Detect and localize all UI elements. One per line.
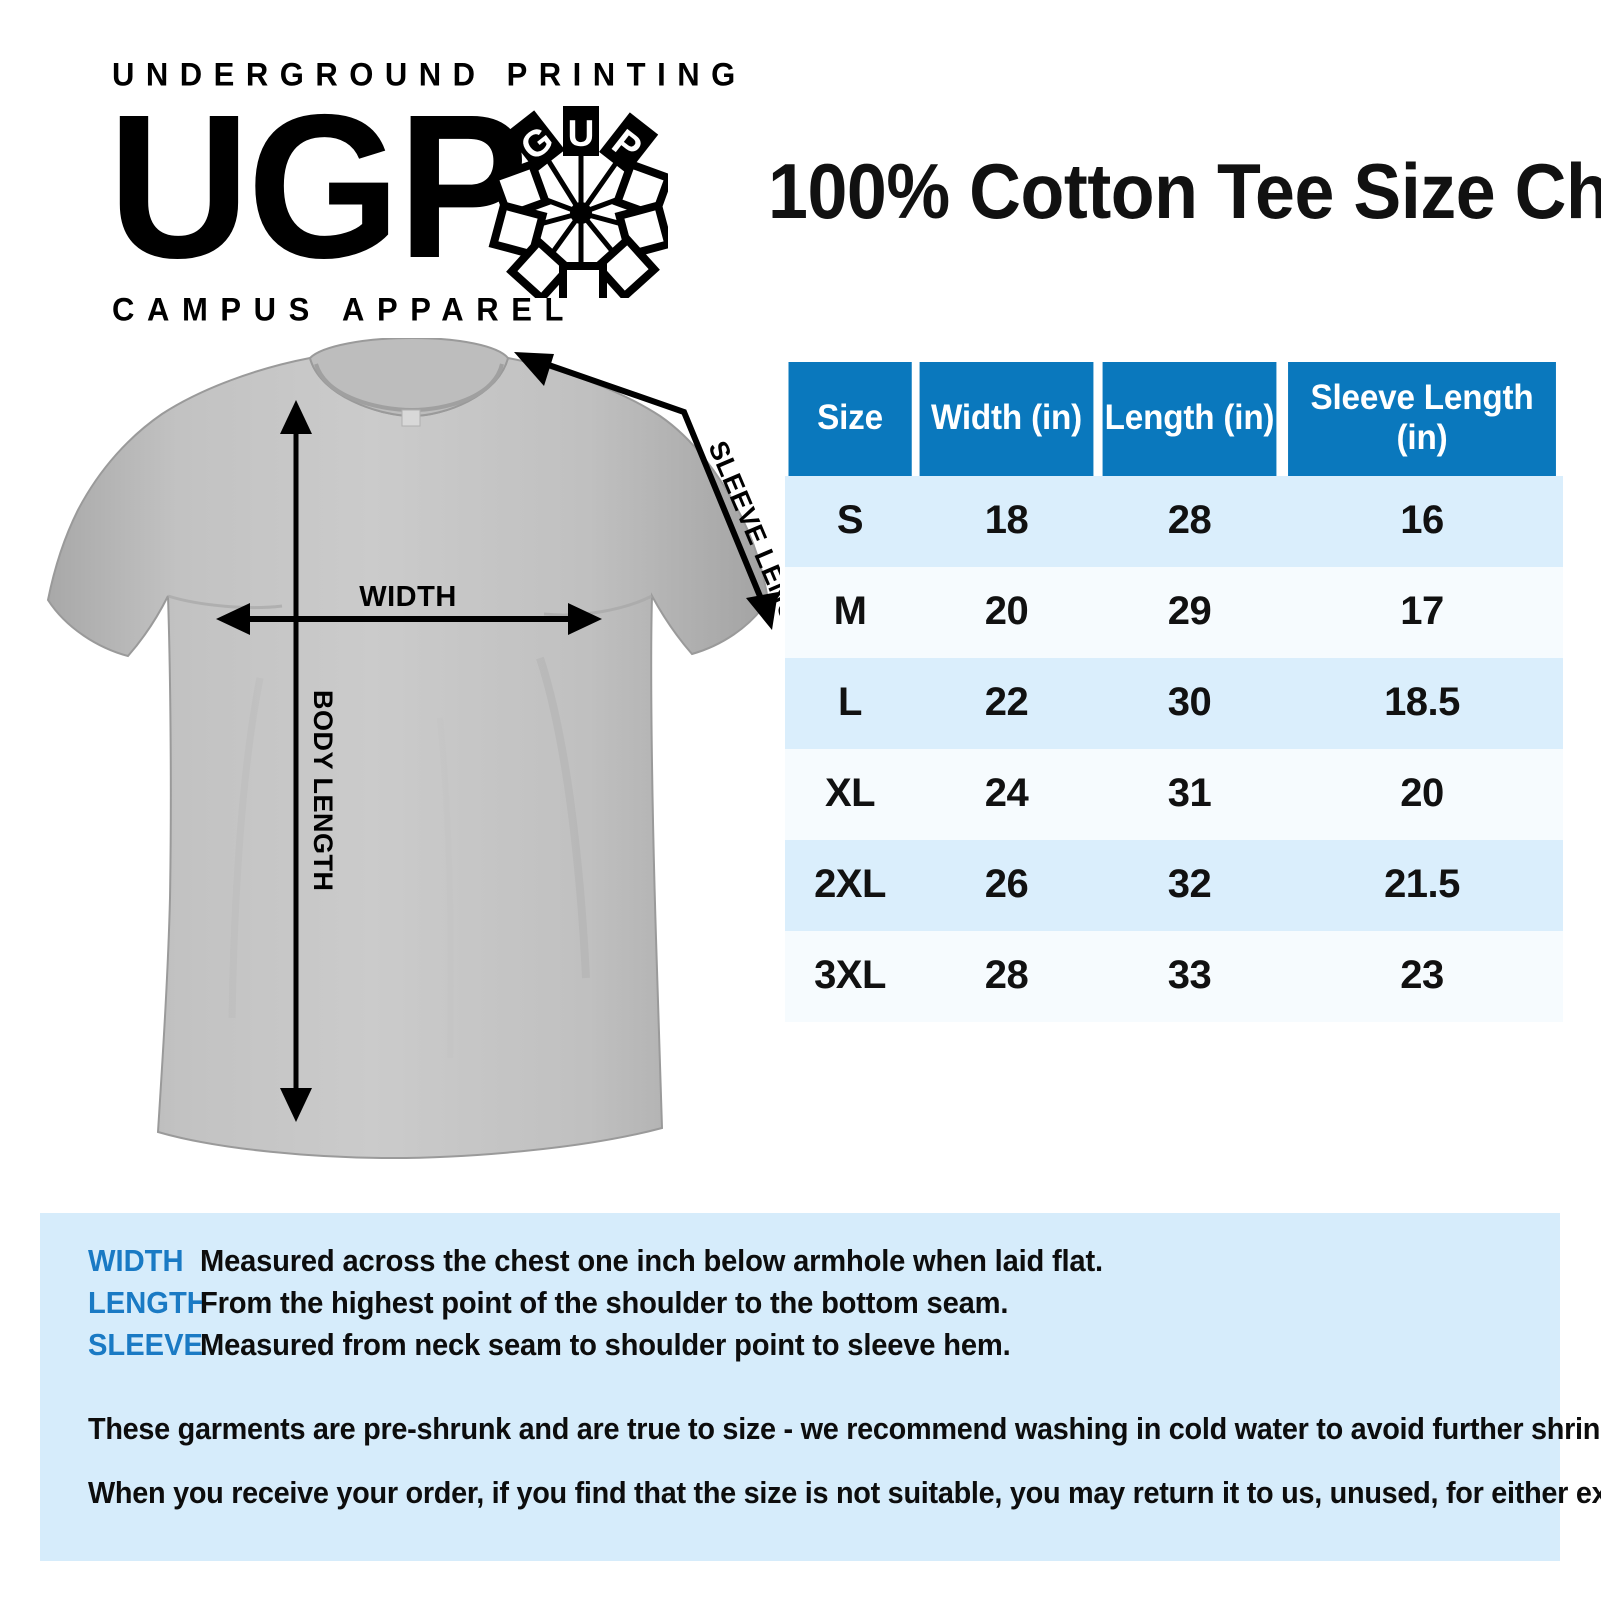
table-row: M 20 29 17	[785, 567, 1563, 658]
column-header-width: Width (in)	[919, 362, 1094, 476]
cell-length: 30	[1098, 658, 1281, 749]
cell-width: 22	[915, 658, 1098, 749]
ugp-logo: UNDERGROUND PRINTING UGP CAMPUS APPAREL …	[108, 48, 735, 338]
legend-item-sleeve: SLEEVE Measured from neck seam to should…	[88, 1327, 1508, 1363]
pinwheel-icon: U G P	[488, 106, 668, 298]
cell-sleeve: 16	[1281, 476, 1563, 567]
column-header-sleeve: Sleeve Length (in)	[1288, 362, 1556, 476]
column-header-size: Size	[788, 362, 912, 476]
body-length-dimension-arrow	[280, 400, 312, 1122]
legend-item-length: LENGTH From the highest point of the sho…	[88, 1285, 1508, 1321]
size-table: Size Width (in) Length (in) Sleeve Lengt…	[785, 362, 1563, 1022]
logo-bottom-text: CAMPUS APPAREL	[112, 291, 577, 328]
width-label: WIDTH	[359, 581, 457, 613]
footer-note-returns: When you receive your order, if you find…	[88, 1475, 1601, 1510]
legend-term-width: WIDTH	[88, 1243, 184, 1278]
cell-size: XL	[785, 749, 915, 840]
sleeve-length-dimension-arrow	[539, 359, 767, 608]
table-header-row: Size Width (in) Length (in) Sleeve Lengt…	[785, 362, 1563, 476]
cell-sleeve: 18.5	[1281, 658, 1563, 749]
cell-size: 2XL	[785, 840, 915, 931]
cell-width: 20	[915, 567, 1098, 658]
legend-desc-width: Measured across the chest one inch below…	[200, 1243, 1103, 1278]
table-row: S 18 28 16	[785, 476, 1563, 567]
cell-sleeve: 23	[1281, 931, 1563, 1022]
footer-panel: WIDTH Measured across the chest one inch…	[40, 1213, 1601, 1561]
cell-width: 28	[915, 931, 1098, 1022]
logo-top-text: UNDERGROUND PRINTING	[112, 56, 747, 93]
cell-width: 24	[915, 749, 1098, 840]
logo-wordmark: UGP	[108, 72, 529, 301]
legend-term-length: LENGTH	[88, 1285, 208, 1320]
cell-size: L	[785, 658, 915, 749]
cell-length: 31	[1098, 749, 1281, 840]
legend-term-sleeve: SLEEVE	[88, 1327, 203, 1362]
footer-notes: These garments are pre-shrunk and are tr…	[88, 1411, 1601, 1539]
cell-size: S	[785, 476, 915, 567]
table-row: 3XL 28 33 23	[785, 931, 1563, 1022]
cell-sleeve: 21.5	[1281, 840, 1563, 931]
tshirt-diagram: WIDTH BODY LENGTH SLEEVE LENGTH	[46, 338, 780, 1160]
legend-desc-sleeve: Measured from neck seam to shoulder poin…	[200, 1327, 1011, 1362]
svg-text:U: U	[568, 113, 595, 154]
cell-sleeve: 17	[1281, 567, 1563, 658]
cell-size: M	[785, 567, 915, 658]
measurement-legend: WIDTH Measured across the chest one inch…	[88, 1243, 1508, 1369]
body-length-label: BODY LENGTH	[308, 690, 338, 892]
cell-sleeve: 20	[1281, 749, 1563, 840]
column-header-length: Length (in)	[1102, 362, 1277, 476]
cell-width: 26	[915, 840, 1098, 931]
tshirt-body	[46, 338, 770, 1160]
table-row: 2XL 26 32 21.5	[785, 840, 1563, 931]
footer-note-shrinkage: These garments are pre-shrunk and are tr…	[88, 1411, 1601, 1446]
cell-length: 33	[1098, 931, 1281, 1022]
sleeve-arrowheads	[514, 352, 778, 630]
legend-desc-length: From the highest point of the shoulder t…	[200, 1285, 1009, 1320]
table-row: XL 24 31 20	[785, 749, 1563, 840]
cell-size: 3XL	[785, 931, 915, 1022]
legend-item-width: WIDTH Measured across the chest one inch…	[88, 1243, 1508, 1279]
cell-length: 32	[1098, 840, 1281, 931]
cell-length: 29	[1098, 567, 1281, 658]
cell-length: 28	[1098, 476, 1281, 567]
page-title: 100% Cotton Tee Size Chart	[768, 147, 1601, 235]
table-row: L 22 30 18.5	[785, 658, 1563, 749]
cell-width: 18	[915, 476, 1098, 567]
